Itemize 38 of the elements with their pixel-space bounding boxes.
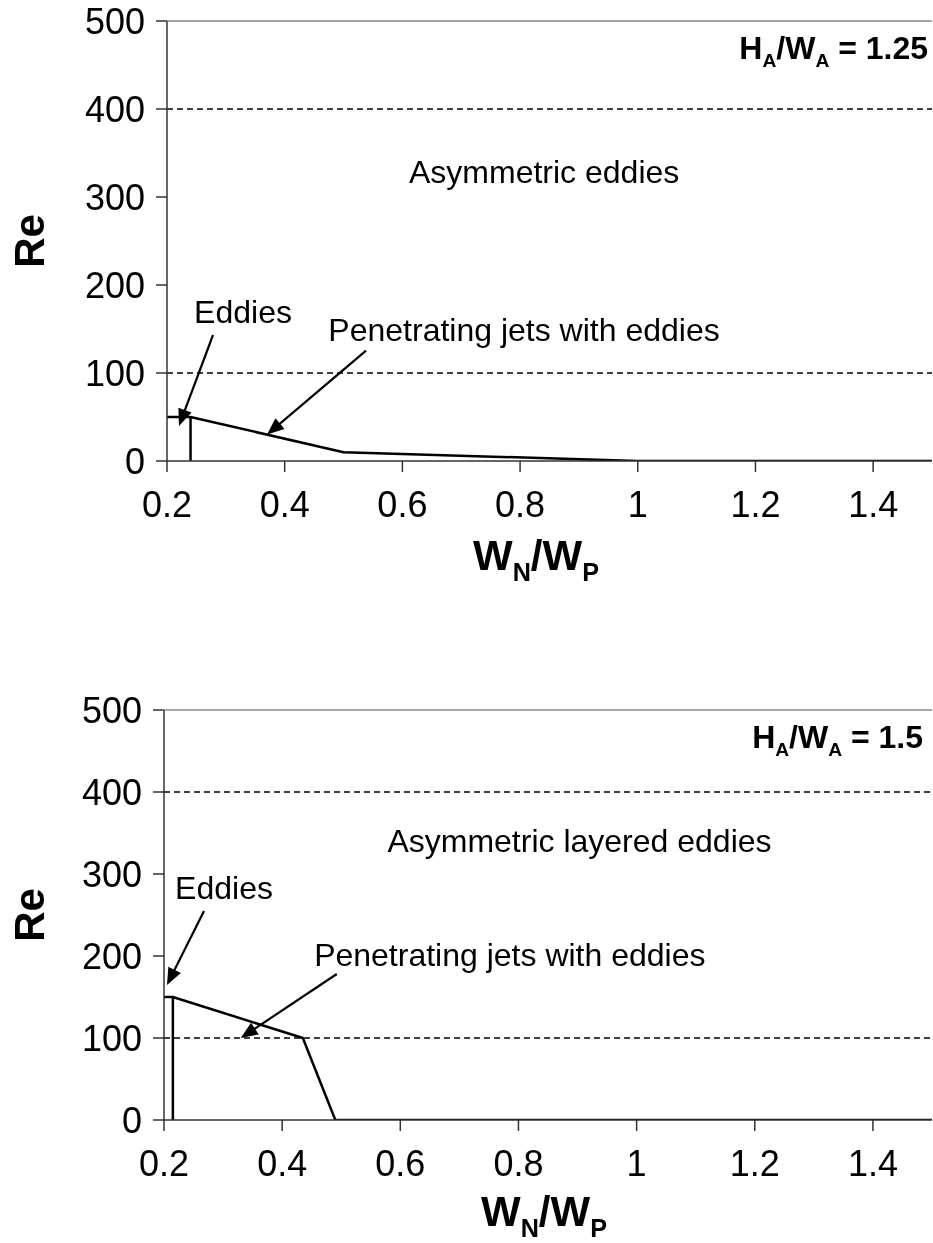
y-tick-label: 300 (84, 176, 145, 218)
y-tick-label: 0 (124, 440, 145, 482)
x-tick-label: 1 (626, 1142, 647, 1184)
x-axis-title: W$_{N}$/W$_{P}$ (473, 532, 599, 586)
annotation: Penetrating jets with eddies (314, 937, 706, 974)
y-tick-label: 100 (81, 1017, 142, 1059)
x-tick-label: 0.6 (375, 1142, 426, 1184)
x-tick-label: 0.4 (257, 1142, 308, 1184)
x-tick-label: 1.4 (847, 1142, 898, 1184)
y-tick-label: 400 (81, 771, 142, 813)
y-axis-title: Re (5, 888, 53, 942)
y-axis-title: Re (5, 214, 53, 268)
y-tick-label: 100 (84, 352, 145, 394)
annotation: H$_{A}$/W$_{A}$ = 1.5 (752, 719, 923, 761)
annotation: Asymmetric layered eddies (387, 823, 772, 860)
x-tick-label: 0.2 (141, 483, 193, 525)
y-tick-label: 500 (81, 689, 142, 731)
annotation: H$_{A}$/W$_{A}$ = 1.25 (739, 30, 928, 72)
x-tick-label: 0.8 (493, 1142, 544, 1184)
x-tick-label: 0.6 (377, 483, 428, 525)
x-tick-label: 0.2 (138, 1142, 190, 1184)
y-tick-label: 200 (84, 264, 145, 306)
x-tick-label: 0.4 (259, 483, 310, 525)
y-tick-label: 0 (121, 1099, 142, 1141)
y-tick-label: 400 (84, 88, 145, 130)
x-tick-label: 1.2 (729, 1142, 780, 1184)
y-tick-label: 200 (81, 935, 142, 977)
x-tick-label: 1 (627, 483, 648, 525)
x-axis-title: W$_{N}$/W$_{P}$ (481, 1188, 607, 1242)
annotation: Asymmetric eddies (409, 154, 680, 191)
y-tick-label: 500 (84, 0, 145, 42)
x-tick-label: 0.8 (495, 483, 546, 525)
annotation: Eddies (194, 294, 292, 331)
y-tick-label: 300 (81, 853, 142, 895)
x-tick-label: 1.4 (848, 483, 899, 525)
annotation: Penetrating jets with eddies (328, 311, 720, 348)
x-tick-label: 1.2 (730, 483, 781, 525)
annotation: Eddies (175, 870, 273, 907)
